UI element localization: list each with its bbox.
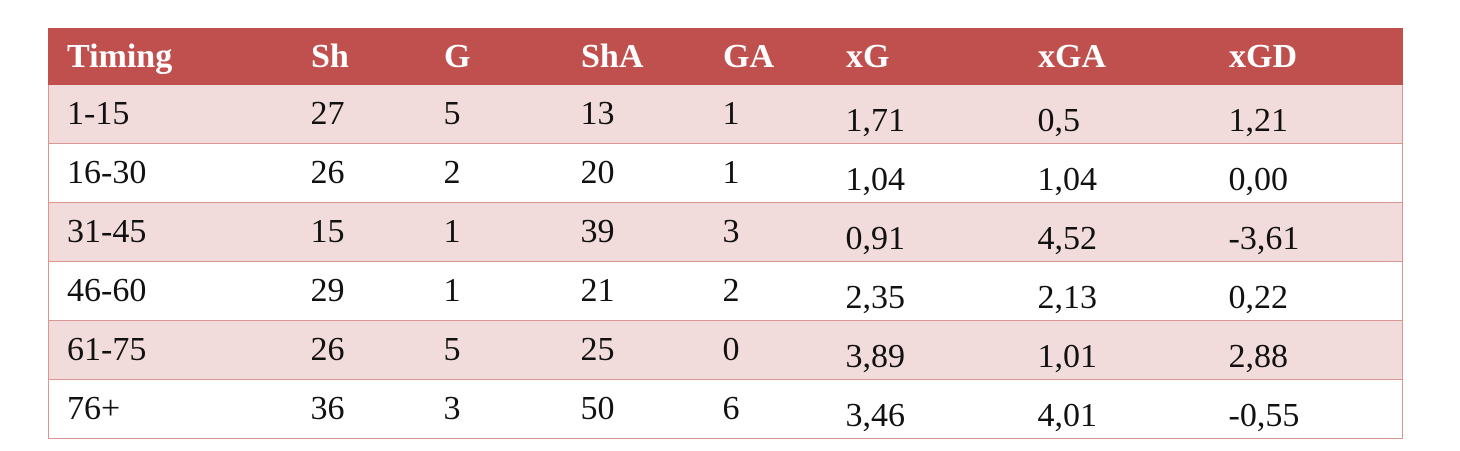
stats-table: Timing Sh G ShA GA xG xGA xGD 1-15 27 5 13 1 1,71 0,5… [48, 28, 1403, 439]
table-cell: 15 [292, 202, 426, 262]
header-cell: xG [827, 28, 1020, 85]
table-cell: 5 [425, 84, 563, 144]
table-cell: 6 [704, 379, 828, 439]
table-cell: 26 [292, 143, 426, 203]
table-cell: 3 [704, 202, 828, 262]
table-cell: 50 [562, 379, 705, 439]
table-cell: 0,5 [1019, 84, 1211, 144]
table-cell: 3 [425, 379, 563, 439]
header-cell: Timing [48, 28, 293, 85]
table-cell: 1 [425, 202, 563, 262]
table-cell: 36 [292, 379, 426, 439]
table-header: Timing Sh G ShA GA xG xGA xGD [48, 28, 1403, 85]
table-cell: 4,01 [1019, 379, 1211, 439]
table-cell: 1-15 [48, 84, 293, 144]
table-cell: 25 [562, 320, 705, 380]
header-cell: xGD [1210, 28, 1403, 85]
table-cell: 16-30 [48, 143, 293, 203]
table-cell: 4,52 [1019, 202, 1211, 262]
table-row: 16-30 26 2 20 1 1,04 1,04 0,00 [48, 143, 1403, 203]
table-cell: 2,35 [827, 261, 1020, 321]
table-row: 76+ 36 3 50 6 3,46 4,01 -0,55 [48, 379, 1403, 439]
table-cell: 1 [704, 143, 828, 203]
table-cell: 61-75 [48, 320, 293, 380]
table-cell: 0 [704, 320, 828, 380]
table-cell: -0,55 [1210, 379, 1403, 439]
table-row: 31-45 15 1 39 3 0,91 4,52 -3,61 [48, 202, 1403, 262]
table-cell: 0,91 [827, 202, 1020, 262]
table-row: 1-15 27 5 13 1 1,71 0,5 1,21 [48, 84, 1403, 144]
table-cell: 13 [562, 84, 705, 144]
table-cell: 29 [292, 261, 426, 321]
header-cell: xGA [1019, 28, 1211, 85]
table-cell: 1 [704, 84, 828, 144]
header-cell: G [425, 28, 563, 85]
table-cell: 3,46 [827, 379, 1020, 439]
table-row: 61-75 26 5 25 0 3,89 1,01 2,88 [48, 320, 1403, 380]
table-cell: 39 [562, 202, 705, 262]
header-cell: Sh [292, 28, 426, 85]
table-cell: 26 [292, 320, 426, 380]
table-cell: 46-60 [48, 261, 293, 321]
table-cell: 76+ [48, 379, 293, 439]
table-cell: 2 [425, 143, 563, 203]
table-cell: 2 [704, 261, 828, 321]
table-cell: 20 [562, 143, 705, 203]
table-cell: 21 [562, 261, 705, 321]
table-cell: 1,04 [827, 143, 1020, 203]
header-cell: GA [704, 28, 828, 85]
header-row: Timing Sh G ShA GA xG xGA xGD [48, 28, 1403, 85]
table-cell: 27 [292, 84, 426, 144]
table-body: 1-15 27 5 13 1 1,71 0,5 1,21 16-30 26 2 20 1 1,04 1,04… [48, 84, 1403, 439]
table-cell: 0,00 [1210, 143, 1403, 203]
table-cell: 1,04 [1019, 143, 1211, 203]
table-cell: 5 [425, 320, 563, 380]
table-cell: 0,22 [1210, 261, 1403, 321]
table-cell: 1,71 [827, 84, 1020, 144]
table-cell: 1,21 [1210, 84, 1403, 144]
table-cell: 1,01 [1019, 320, 1211, 380]
table-cell: 2,13 [1019, 261, 1211, 321]
table-row: 46-60 29 1 21 2 2,35 2,13 0,22 [48, 261, 1403, 321]
table-cell: 2,88 [1210, 320, 1403, 380]
table-cell: 3,89 [827, 320, 1020, 380]
header-cell: ShA [562, 28, 705, 85]
table-cell: 31-45 [48, 202, 293, 262]
table-cell: 1 [425, 261, 563, 321]
table-cell: -3,61 [1210, 202, 1403, 262]
